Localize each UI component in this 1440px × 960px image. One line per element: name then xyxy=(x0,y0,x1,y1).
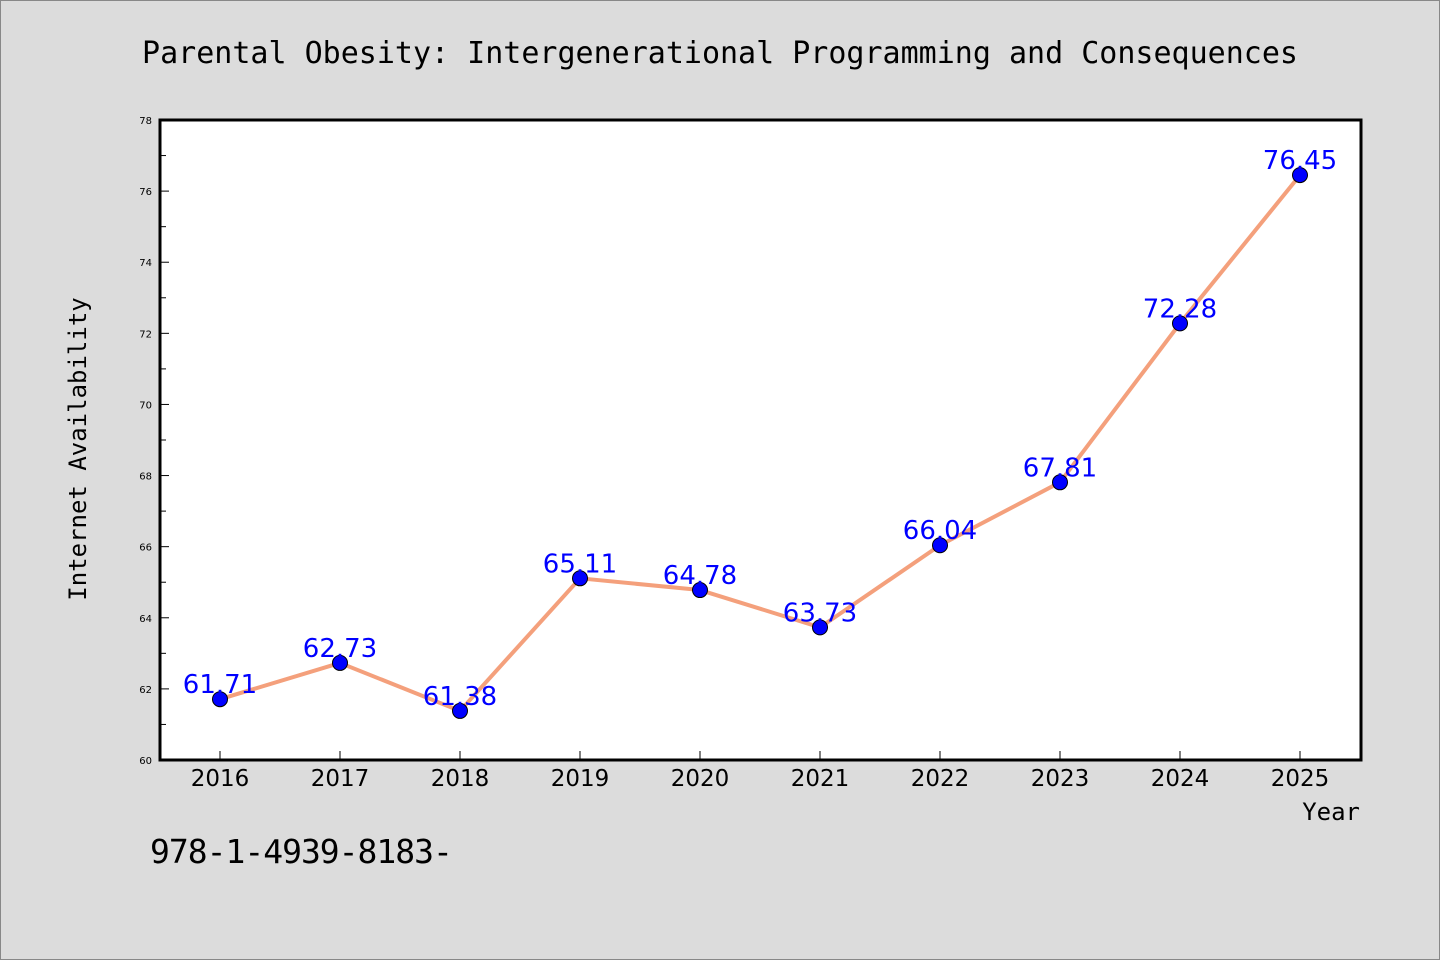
data-point xyxy=(812,619,828,636)
x-tick-label: 2023 xyxy=(1031,766,1090,792)
y-tick-label: 62 xyxy=(139,685,152,696)
y-tick-label: 70 xyxy=(139,400,152,411)
data-point xyxy=(332,654,348,671)
x-tick-label: 2018 xyxy=(431,766,490,792)
series-group: 61.71 62.73 61.38 65.11 64.78 63.73 66.04 67.81… xyxy=(183,146,1337,719)
y-tick-label: 64 xyxy=(139,614,152,625)
data-label: 64.78 xyxy=(663,561,737,591)
data-point xyxy=(212,691,228,708)
x-tick-label: 2016 xyxy=(191,766,250,792)
data-label: 76.45 xyxy=(1263,146,1337,176)
data-label: 65.11 xyxy=(543,549,617,579)
data-label: 62.73 xyxy=(303,634,377,664)
chart-title: Parental Obesity: Intergenerational Prog… xyxy=(142,36,1298,71)
data-point xyxy=(1292,167,1308,184)
x-tick-label: 2021 xyxy=(791,766,850,792)
x-tick-label: 2017 xyxy=(311,766,370,792)
x-tick-label: 2024 xyxy=(1151,766,1210,792)
y-tick-label: 74 xyxy=(139,258,152,269)
data-label: 66.04 xyxy=(903,516,977,546)
data-point xyxy=(1052,474,1068,491)
isbn-text: 978-1-4939-8183- xyxy=(150,832,453,871)
y-tick-label: 66 xyxy=(139,543,152,554)
x-tick-label: 2019 xyxy=(551,766,610,792)
y-tick-label: 78 xyxy=(139,116,152,127)
x-axis-label: Year xyxy=(1302,798,1360,826)
data-point xyxy=(692,582,708,599)
data-label: 61.38 xyxy=(423,682,497,712)
data-label: 63.73 xyxy=(783,598,857,628)
y-tick-label: 68 xyxy=(139,472,152,483)
x-tick-label: 2022 xyxy=(911,766,970,792)
y-axis-label: Internet Availability xyxy=(64,297,92,600)
x-tick-label: 2020 xyxy=(671,766,730,792)
data-label: 61.71 xyxy=(183,670,257,700)
series-line xyxy=(218,173,1302,713)
axis-ticks: 60 62 64 66 68 70 72 74 76 78 2016 2017 2018 2019 2020… xyxy=(139,116,1329,792)
data-point xyxy=(1172,315,1188,332)
data-point xyxy=(452,702,468,719)
y-tick-label: 72 xyxy=(139,329,152,340)
y-tick-label: 76 xyxy=(139,187,152,198)
data-label: 67.81 xyxy=(1023,453,1097,483)
data-point xyxy=(572,570,588,587)
y-tick-label: 60 xyxy=(139,756,152,767)
plot-area xyxy=(158,118,1363,762)
data-point xyxy=(932,537,948,554)
data-label: 72.28 xyxy=(1143,294,1217,324)
x-tick-label: 2025 xyxy=(1271,766,1330,792)
